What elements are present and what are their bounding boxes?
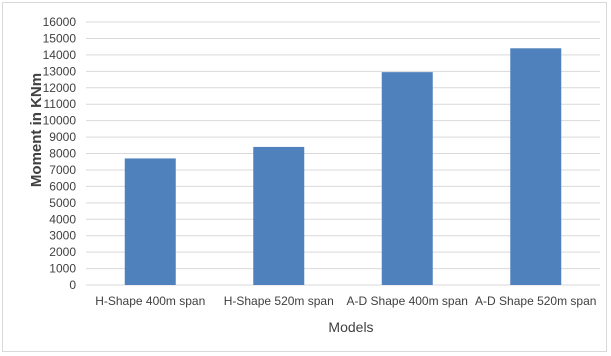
- chart-frame: [2, 2, 607, 352]
- y-tick-labels: 0 1000 2000 3000 4000 5000 6000 7000 8000 9000 100…: [43, 15, 77, 292]
- y-tick-label: 1000: [49, 262, 76, 276]
- y-tick-label: 8000: [49, 147, 76, 161]
- x-tick-label: H-Shape 400m span: [95, 294, 205, 308]
- y-tick-label: 15000: [43, 31, 77, 45]
- y-axis-title: Moment in KNm: [28, 73, 45, 187]
- y-tick-label: 3000: [49, 229, 76, 243]
- y-tick-label: 11000: [44, 97, 77, 111]
- bar-3: [381, 72, 433, 286]
- y-tick-label: 4000: [49, 212, 76, 226]
- bar-1: [124, 158, 176, 285]
- y-tick-label: 0: [69, 278, 76, 292]
- y-tick-label: 13000: [43, 64, 77, 78]
- y-tick-label: 9000: [49, 130, 76, 144]
- x-tick-label: A-D Shape 400m span: [347, 294, 468, 308]
- y-tick-label: 12000: [43, 81, 77, 95]
- y-tick-label: 5000: [49, 196, 76, 210]
- y-tick-label: 16000: [43, 15, 77, 29]
- y-tick-label: 2000: [49, 245, 76, 259]
- bar-4: [510, 48, 562, 285]
- bars: [124, 48, 562, 286]
- x-tick-label: H-Shape 520m span: [224, 294, 334, 308]
- x-axis-title: Models: [328, 319, 373, 335]
- y-tick-label: 10000: [43, 114, 77, 128]
- y-tick-label: 7000: [49, 163, 76, 177]
- y-tick-label: 6000: [49, 179, 76, 193]
- x-tick-labels: H-Shape 400m span H-Shape 520m span A-D Sh…: [95, 294, 596, 308]
- bar-2: [253, 146, 305, 285]
- x-tick-label: A-D Shape 520m span: [475, 294, 596, 308]
- y-tick-label: 14000: [43, 48, 77, 62]
